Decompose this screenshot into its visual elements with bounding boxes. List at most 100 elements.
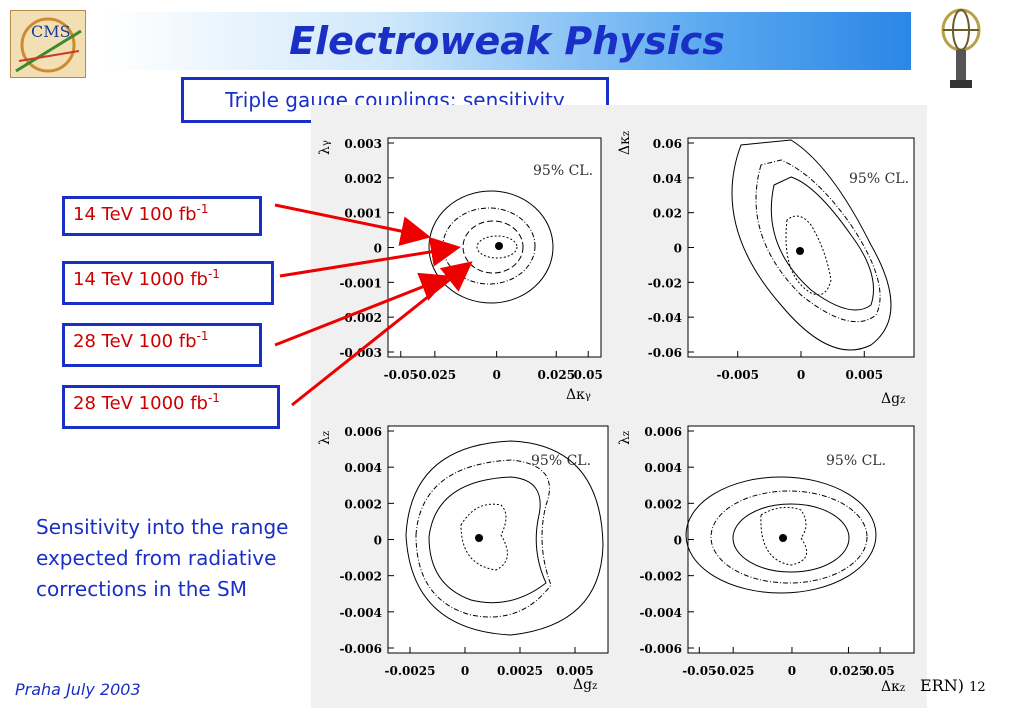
ytick-label: -0.004 bbox=[339, 606, 382, 620]
ytick-label: 0.006 bbox=[344, 425, 382, 439]
xtick-label: -0.05 bbox=[682, 664, 716, 678]
label-text: 28 TeV 100 fb bbox=[73, 331, 197, 352]
plot-4-yticks: 0.006 0.004 0.002 0 -0.002 -0.004 -0.006 bbox=[639, 425, 694, 656]
arrow-28tev-100 bbox=[274, 272, 451, 347]
xtick-label: -0.025 bbox=[712, 664, 755, 678]
cms-logo: CMS bbox=[10, 10, 86, 78]
label-sup: -1 bbox=[207, 391, 220, 405]
page-number: 12 bbox=[969, 680, 986, 695]
sensitivity-text: Sensitivity into the range expected from… bbox=[36, 515, 289, 601]
plot-4: 95% CL. 0.006 0.004 0.002 0 -0.002 -0.004 -0.0… bbox=[617, 425, 915, 695]
label-text: 14 TeV 100 fb bbox=[73, 204, 197, 225]
xtick-label: 0 bbox=[788, 664, 796, 678]
xtick-label: 0.05 bbox=[865, 664, 894, 678]
plot-1-xlabel: Δκγ bbox=[566, 387, 591, 403]
plot-2-legend: 95% CL. bbox=[849, 171, 909, 187]
label-28tev-100: 28 TeV 100 fb-1 bbox=[62, 323, 262, 367]
plot-4-legend: 95% CL. bbox=[826, 453, 886, 469]
label-28tev-1000: 28 TeV 1000 fb-1 bbox=[62, 385, 280, 429]
ytick-label: 0.04 bbox=[653, 172, 682, 186]
plot-1-ylabel: λγ bbox=[317, 140, 333, 155]
ytick-label: -0.04 bbox=[648, 311, 682, 325]
plot-3-sm-point bbox=[475, 534, 483, 542]
ytick-label: 0.004 bbox=[644, 461, 682, 475]
ytick-label: 0 bbox=[374, 534, 382, 548]
footer-left: Praha July 2003 bbox=[15, 680, 141, 699]
label-14tev-1000: 14 TeV 1000 fb-1 bbox=[62, 261, 274, 305]
ytick-label: 0.002 bbox=[344, 497, 382, 511]
ytick-label: 0.006 bbox=[644, 425, 682, 439]
xtick-label: 0.05 bbox=[574, 368, 603, 382]
ytick-label: -0.02 bbox=[648, 276, 682, 290]
xtick-label: 0 bbox=[797, 368, 805, 382]
xtick-label: 0.005 bbox=[845, 368, 883, 382]
plot-2-sm-point bbox=[796, 247, 804, 255]
arrow-28tev-1000 bbox=[291, 261, 473, 407]
label-sup: -1 bbox=[196, 202, 209, 216]
xtick-label: -0.05 bbox=[384, 368, 418, 382]
plot-panel: 95% CL. 0.003 0.002 0.001 0 -0.001 -0.002 -0.0… bbox=[311, 105, 927, 708]
ytick-label: 0.003 bbox=[344, 137, 382, 151]
plot-2-yticks: 0.06 0.04 0.02 0 -0.02 -0.04 -0.06 bbox=[648, 137, 694, 360]
plot-3-yticks: 0.006 0.004 0.002 0 -0.002 -0.004 -0.006 bbox=[339, 425, 394, 656]
plot-2: 95% CL. 0.06 0.04 0.02 0 -0.02 -0.04 -0.06 -0.… bbox=[617, 131, 915, 407]
atlas-logo bbox=[936, 6, 986, 92]
plot-2-xticks: -0.005 0 0.005 bbox=[716, 351, 883, 382]
footer-affiliation: ERN) bbox=[920, 676, 964, 695]
ytick-label: -0.001 bbox=[339, 276, 382, 290]
label-sup: -1 bbox=[196, 329, 209, 343]
xtick-label: 0.025 bbox=[830, 664, 868, 678]
plot-2-ylabel: Δκz bbox=[617, 131, 633, 155]
xtick-label: -0.005 bbox=[716, 368, 759, 382]
ytick-label: -0.003 bbox=[339, 346, 382, 360]
title-bar bbox=[103, 12, 911, 70]
ytick-label: 0.001 bbox=[344, 207, 382, 221]
xtick-label: 0.005 bbox=[556, 664, 594, 678]
plot-4-ylabel: λz bbox=[617, 431, 633, 445]
plot-3-xticks: -0.0025 0 0.0025 0.005 bbox=[385, 647, 594, 678]
ytick-label: -0.004 bbox=[639, 606, 682, 620]
plot-3-legend: 95% CL. bbox=[531, 453, 591, 469]
ytick-label: 0 bbox=[674, 242, 682, 256]
slide-title: Electroweak Physics bbox=[289, 19, 725, 63]
ytick-label: 0.002 bbox=[344, 172, 382, 186]
ytick-label: 0 bbox=[374, 242, 382, 256]
label-text: 14 TeV 1000 fb bbox=[73, 269, 208, 290]
plot-svg: 95% CL. 0.003 0.002 0.001 0 -0.001 -0.002 -0.0… bbox=[317, 131, 915, 695]
plot-3: 95% CL. 0.006 0.004 0.002 0 -0.002 -0.004 -0.0… bbox=[317, 425, 609, 693]
plot-3-xlabel: Δgz bbox=[573, 677, 597, 693]
ytick-label: -0.06 bbox=[648, 346, 682, 360]
ytick-label: 0.004 bbox=[344, 461, 382, 475]
plot-1-sm-point bbox=[495, 242, 503, 250]
xtick-label: -0.0025 bbox=[385, 664, 436, 678]
plot-1-legend: 95% CL. bbox=[533, 163, 593, 179]
ytick-label: -0.002 bbox=[639, 570, 682, 584]
plot-3-ylabel: λz bbox=[317, 431, 333, 445]
arrow-14tev-1000 bbox=[279, 236, 461, 278]
label-14tev-100: 14 TeV 100 fb-1 bbox=[62, 196, 262, 236]
plot-4-sm-point bbox=[779, 534, 787, 542]
ytick-label: 0.02 bbox=[653, 207, 682, 221]
xtick-label: 0.0025 bbox=[497, 664, 543, 678]
xtick-label: 0.025 bbox=[537, 368, 575, 382]
arrow-14tev-100 bbox=[274, 203, 431, 246]
ytick-label: 0.06 bbox=[653, 137, 682, 151]
label-text: 28 TeV 1000 fb bbox=[73, 393, 208, 414]
ytick-label: 0.002 bbox=[644, 497, 682, 511]
cms-logo-text: CMS bbox=[31, 22, 71, 41]
xtick-label: 0 bbox=[461, 664, 469, 678]
footer-right: ERN) 12 bbox=[920, 676, 986, 695]
ytick-label: -0.006 bbox=[339, 642, 382, 656]
plot-2-xlabel: Δgz bbox=[881, 391, 905, 407]
ytick-label: 0 bbox=[674, 534, 682, 548]
plot-4-xlabel: Δκz bbox=[881, 679, 905, 695]
xtick-label: 0 bbox=[492, 368, 500, 382]
ytick-label: -0.006 bbox=[639, 642, 682, 656]
plot-1: 95% CL. 0.0030.0020.0010-0.001-0.002-0.0… bbox=[317, 137, 603, 403]
label-sup: -1 bbox=[207, 267, 220, 281]
ytick-label: -0.002 bbox=[339, 570, 382, 584]
